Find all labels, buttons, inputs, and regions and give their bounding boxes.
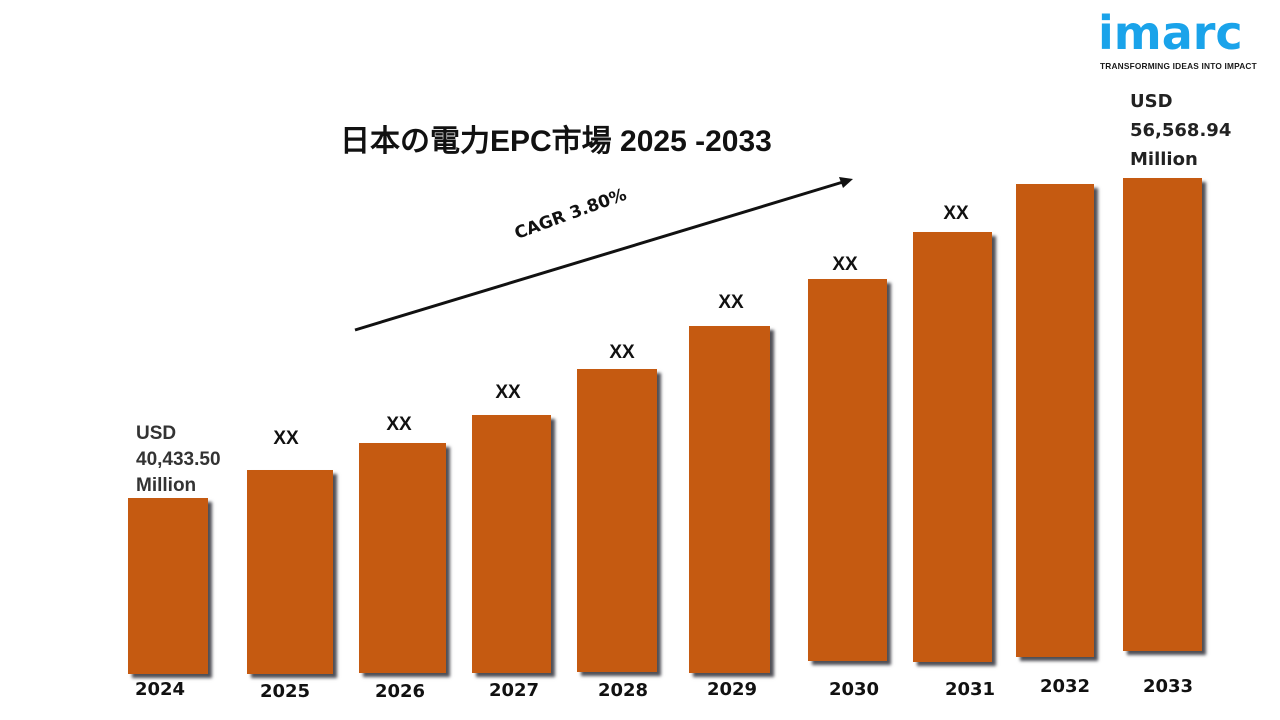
callout-start-value: USD 40,433.50 Million (136, 423, 221, 496)
bar-2029 (689, 326, 770, 673)
bar-2028 (577, 369, 657, 672)
bar-label-2030: XX (832, 254, 858, 275)
callout-end-value: USD 56,568.94 Million (1130, 91, 1232, 170)
bar-label-2026: XX (386, 414, 412, 435)
bar-2033 (1123, 178, 1202, 651)
cagr-label: CAGR 3.80% (512, 184, 630, 244)
logo-wordmark: imarc (1098, 6, 1243, 60)
bar-label-2025: XX (273, 428, 299, 449)
x-tick-2026: 2026 (374, 681, 426, 702)
x-tick-2025: 2025 (259, 681, 311, 702)
bar-2032 (1016, 184, 1094, 657)
bar-label-2027: XX (495, 382, 521, 403)
x-tick-2031: 2031 (944, 679, 996, 700)
bar-2024 (128, 498, 208, 674)
x-tick-2028: 2028 (597, 680, 649, 701)
bar-2025 (247, 470, 333, 674)
logo-tagline: TRANSFORMING IDEAS INTO IMPACT (1100, 61, 1257, 71)
x-tick-2030: 2030 (828, 679, 880, 700)
x-tick-2029: 2029 (706, 679, 758, 700)
bar-label-2028: XX (609, 342, 635, 363)
bar-label-2029: XX (718, 292, 744, 313)
bar-label-2031: XX (943, 203, 969, 224)
x-tick-2024: 2024 (134, 679, 186, 700)
x-tick-2033: 2033 (1142, 676, 1194, 697)
bar-2027 (472, 415, 551, 673)
x-tick-2032: 2032 (1039, 676, 1091, 697)
bar-2030 (808, 279, 887, 661)
bar-2031 (913, 232, 992, 662)
chart-title: 日本の電力EPC市場 2025 -2033 (340, 125, 772, 158)
x-tick-2027: 2027 (488, 680, 540, 701)
bar-2026 (359, 443, 446, 673)
imarc-logo: imarc TRANSFORMING IDEAS INTO IMPACT (1098, 4, 1263, 74)
